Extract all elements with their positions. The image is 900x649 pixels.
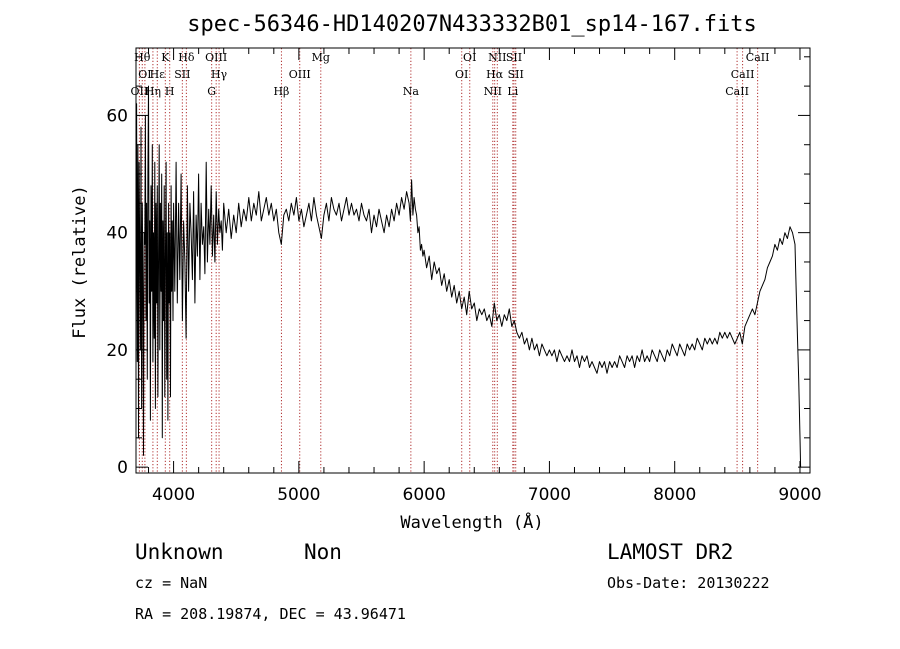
spectral-line-label: CaII: [746, 51, 770, 64]
spectral-line-markers: [138, 48, 759, 473]
spectral-line-label: Li: [507, 85, 518, 98]
y-axis-ticks: 0 20 40 60: [106, 56, 810, 478]
spectral-line-label: Na: [403, 85, 420, 98]
spectral-line-label: K: [161, 51, 170, 64]
object-subclass: Non: [304, 540, 342, 564]
spectral-line-label: Hη: [145, 85, 161, 98]
y-tick-label: 0: [117, 458, 128, 478]
x-tick-label: 9000: [778, 485, 821, 505]
spectral-line-label: OIII: [289, 68, 311, 81]
spectral-line-label: OI: [138, 68, 151, 81]
spectral-line-label: NII: [488, 51, 506, 64]
spectrum-line: [135, 85, 802, 468]
spectral-line-label: OIII: [205, 51, 227, 64]
spectral-line-label: SII: [174, 68, 190, 81]
x-tick-label: 7000: [528, 485, 571, 505]
spectral-line-label: Hα: [486, 68, 504, 81]
spectral-line-label: CaII: [725, 85, 749, 98]
spectral-line-label: Hθ: [134, 51, 151, 64]
spectral-line-label: OI: [463, 51, 476, 64]
redshift-text: cz = NaN: [135, 574, 207, 592]
spectral-line-label: Hγ: [211, 68, 228, 81]
x-tick-label: 6000: [403, 485, 446, 505]
spectral-line-label: H: [165, 85, 175, 98]
y-tick-label: 40: [106, 224, 128, 244]
obs-date-text: Obs-Date: 20130222: [607, 574, 770, 592]
coordinates-text: RA = 208.19874, DEC = 43.96471: [135, 605, 406, 623]
y-tick-label: 20: [106, 341, 128, 361]
x-tick-label: 8000: [653, 485, 696, 505]
x-axis-ticks: 4000 5000 6000 7000 8000 9000: [148, 48, 822, 505]
spectral-line-label: OII: [131, 85, 149, 98]
y-axis-label: Flux (relative): [70, 185, 90, 339]
x-axis-label: Wavelength (Å): [400, 511, 543, 533]
x-tick-label: 4000: [152, 485, 195, 505]
survey-label: LAMOST DR2: [607, 540, 733, 564]
object-class: Unknown: [135, 540, 224, 564]
spectral-line-label: SII: [506, 51, 522, 64]
spectral-line-label: Hδ: [178, 51, 195, 64]
x-tick-label: 5000: [277, 485, 320, 505]
spectral-line-label: CaII: [731, 68, 755, 81]
spectral-line-label: G: [207, 85, 216, 98]
chart-title: spec-56346-HD140207N433332B01_sp14-167.f…: [187, 12, 757, 37]
spectral-line-label: OI: [455, 68, 468, 81]
spectral-line-labels: OIIHθOIHηHεKHSIIHδGOIIIHγHβOIIIMgNaOIOIN…: [131, 51, 770, 98]
spectral-line-label: Hε: [150, 68, 166, 81]
spectral-line-label: SII: [508, 68, 524, 81]
spectral-line-label: Mg: [312, 51, 330, 64]
spectral-line-label: Hβ: [273, 85, 289, 98]
plot-frame: [135, 47, 811, 474]
y-tick-label: 60: [106, 106, 128, 126]
spectral-line-label: NII: [484, 85, 502, 98]
